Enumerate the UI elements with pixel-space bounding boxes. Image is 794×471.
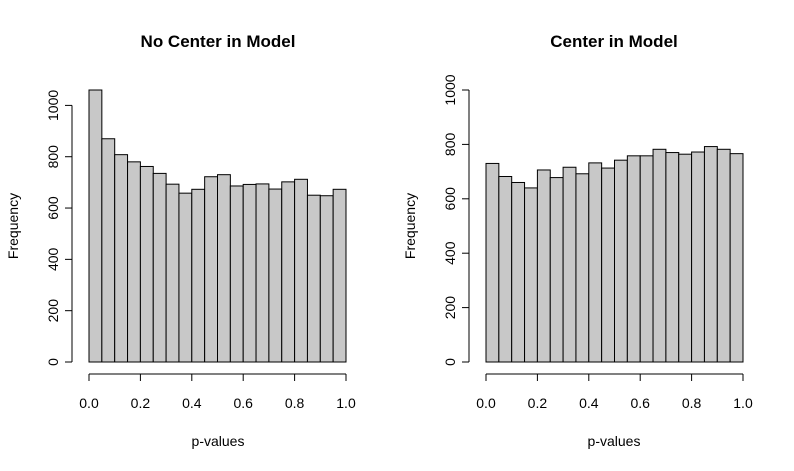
histogram-bar — [665, 152, 680, 363]
histogram-bar — [139, 165, 154, 363]
x-tick-label: 0.8 — [285, 395, 305, 411]
histogram-bar — [536, 169, 551, 363]
x-tick-label: 0.2 — [528, 395, 548, 411]
histogram-bar — [524, 187, 538, 363]
histogram-bar — [217, 174, 231, 363]
x-axis-label: p-values — [588, 433, 641, 449]
y-tick-label: 200 — [45, 299, 61, 323]
histogram-bar — [549, 177, 564, 363]
x-tick-label: 0.4 — [579, 395, 599, 411]
y-tick-label: 800 — [45, 145, 61, 169]
y-axis-label: Frequency — [5, 193, 21, 259]
y-tick-label: 0 — [45, 358, 61, 366]
histogram-bar — [306, 194, 321, 363]
histogram-bar — [485, 162, 500, 363]
x-tick-label: 0.2 — [131, 395, 151, 411]
y-tick-label: 600 — [45, 196, 61, 220]
x-tick-label: 0.6 — [630, 395, 650, 411]
histogram-bar — [498, 175, 513, 363]
x-axis-label: p-values — [192, 433, 245, 449]
x-tick-label: 0.4 — [182, 395, 202, 411]
histogram-bar — [191, 188, 206, 363]
y-axis-label: Frequency — [402, 193, 418, 259]
histogram-bar — [204, 176, 218, 363]
histogram-bar — [114, 154, 129, 363]
bars — [88, 89, 347, 363]
histogram-bar — [691, 151, 705, 363]
panel-no-center: No Center in Model 0.0 0.2 0.4 0.6 0.8 1.0 0 2… — [5, 32, 356, 449]
y-axis: 0 200 400 600 800 1000 — [442, 74, 470, 366]
y-tick-label: 800 — [442, 133, 458, 157]
histogram-bar — [588, 162, 603, 363]
bars — [485, 146, 744, 363]
histogram-bar — [127, 161, 141, 363]
histogram-bar — [562, 166, 577, 363]
histogram-bar — [101, 138, 116, 363]
histogram-bar — [614, 159, 628, 363]
x-tick-label: 0.6 — [233, 395, 253, 411]
histogram-bar — [678, 153, 693, 363]
histogram-bar — [268, 188, 283, 363]
histogram-bar — [729, 153, 744, 363]
y-tick-label: 200 — [442, 296, 458, 320]
histogram-bar — [601, 167, 616, 363]
x-axis: 0.0 0.2 0.4 0.6 0.8 1.0 — [79, 373, 356, 411]
histogram-bar — [242, 183, 257, 363]
x-axis: 0.0 0.2 0.4 0.6 0.8 1.0 — [476, 373, 753, 411]
histogram-bar — [575, 173, 590, 363]
histogram-bar — [319, 195, 334, 363]
x-tick-label: 1.0 — [733, 395, 753, 411]
histogram-bar — [703, 146, 718, 363]
y-tick-label: 400 — [45, 247, 61, 271]
histogram-bar — [229, 185, 244, 363]
histogram-bar — [88, 89, 103, 363]
x-tick-label: 0.0 — [476, 395, 496, 411]
panel-center: Center in Model 0.0 0.2 0.4 0.6 0.8 1.0 0 200 4… — [402, 32, 753, 449]
x-tick-label: 0.8 — [682, 395, 702, 411]
chart-title: Center in Model — [550, 32, 678, 51]
histogram-bar — [165, 183, 180, 363]
histogram-bar — [716, 148, 731, 363]
y-tick-label: 400 — [442, 241, 458, 265]
x-tick-label: 1.0 — [336, 395, 356, 411]
histogram-bar — [255, 183, 270, 363]
y-tick-label: 1000 — [442, 74, 458, 105]
y-tick-label: 1000 — [45, 90, 61, 121]
x-tick-label: 0.0 — [79, 395, 99, 411]
histogram-bar — [626, 155, 641, 363]
histogram-bar — [152, 172, 167, 363]
y-axis: 0 200 400 600 800 1000 — [45, 90, 73, 366]
histogram-bar — [178, 192, 193, 363]
histogram-bar — [281, 181, 296, 363]
histogram-bar — [294, 178, 308, 363]
histogram-bar — [332, 188, 347, 363]
y-tick-label: 0 — [442, 358, 458, 366]
histogram-bar — [511, 181, 526, 363]
y-tick-label: 600 — [442, 187, 458, 211]
chart-title: No Center in Model — [141, 32, 296, 51]
histogram-bar — [639, 155, 654, 363]
histogram-bar — [652, 148, 667, 363]
